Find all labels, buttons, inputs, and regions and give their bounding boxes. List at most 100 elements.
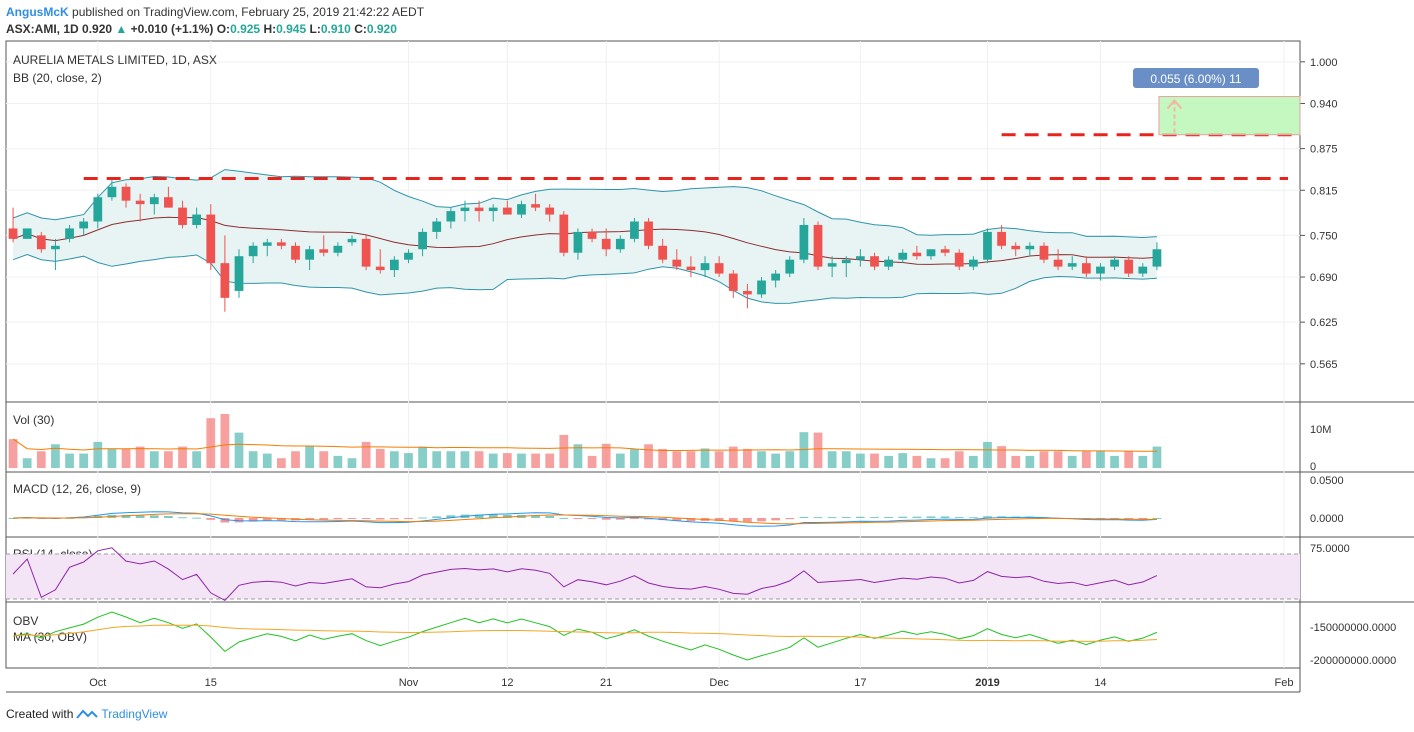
- macd-histogram-bar: [587, 518, 597, 519]
- volume-bar: [1096, 450, 1105, 468]
- candle-body: [1110, 259, 1119, 267]
- candle: [291, 242, 300, 264]
- low-value: 0.910: [320, 22, 351, 36]
- volume-bar: [728, 446, 738, 468]
- tradingview-brand[interactable]: TradingView: [101, 707, 168, 721]
- candle: [841, 256, 851, 278]
- candle-body: [22, 228, 32, 239]
- candle-body: [545, 207, 555, 215]
- candle: [79, 218, 89, 236]
- macd-histogram-bar: [178, 517, 187, 519]
- bollinger-basis-line: [12, 216, 1157, 265]
- candle: [1096, 263, 1105, 281]
- candle-body: [813, 224, 823, 267]
- tradingview-logo-icon: [76, 709, 99, 719]
- candle: [502, 200, 512, 215]
- candle: [418, 228, 427, 257]
- candle: [799, 218, 809, 264]
- candle-body: [389, 259, 399, 271]
- macd-histogram-bar: [545, 515, 555, 518]
- volume-bar: [1081, 451, 1091, 468]
- volume-bar: [658, 448, 668, 468]
- macd-histogram-bar: [418, 517, 427, 519]
- volume-bar: [799, 432, 809, 468]
- candle: [277, 238, 286, 250]
- macd-histogram-bar: [573, 518, 583, 519]
- rsi-band-fill: [6, 554, 1300, 599]
- obv-tick-label: -150000000.0000: [1310, 622, 1396, 634]
- macd-tick-label: 0.0500: [1310, 475, 1344, 487]
- macd-histogram-bar: [488, 514, 498, 518]
- volume-bar: [135, 446, 145, 468]
- candle-body: [658, 245, 668, 260]
- candle-body: [615, 238, 625, 250]
- candle: [559, 211, 569, 257]
- obv-tick-label: -200000000.0000: [1310, 655, 1396, 667]
- candle: [870, 252, 879, 271]
- volume-bar: [149, 451, 159, 468]
- candle-body: [291, 245, 300, 260]
- volume-bar: [502, 453, 512, 468]
- volume-bar: [813, 432, 823, 468]
- candle-body: [1025, 245, 1035, 250]
- candle: [813, 221, 823, 271]
- macd-histogram-bar: [672, 518, 682, 521]
- x-tick-label: 14: [1094, 677, 1106, 689]
- macd-histogram-bar: [898, 516, 908, 518]
- price-tick-label: 0.875: [1310, 144, 1338, 156]
- volume-bar: [305, 446, 314, 468]
- volume-bar: [79, 453, 89, 468]
- macd-histogram-bar: [870, 517, 879, 519]
- candle: [644, 218, 653, 250]
- volume-bar: [262, 453, 272, 468]
- close-label: C:: [354, 22, 367, 36]
- candle: [601, 228, 611, 257]
- volume-bar: [926, 458, 936, 468]
- volume-bar: [277, 458, 286, 468]
- candle-body: [121, 186, 131, 201]
- macd-histogram-bar: [192, 517, 202, 519]
- volume-bar: [587, 455, 597, 468]
- macd-histogram-bar: [121, 514, 131, 518]
- candle-body: [1081, 263, 1091, 274]
- candle-body: [968, 259, 978, 267]
- candle: [432, 218, 442, 239]
- volume-bar: [234, 432, 244, 468]
- volume-bar: [474, 451, 484, 468]
- volume-bar: [460, 451, 470, 468]
- macd-signal-line: [13, 513, 1157, 525]
- candle-body: [926, 249, 936, 257]
- candle: [65, 224, 74, 243]
- candle-body: [531, 204, 540, 208]
- candle: [488, 204, 498, 222]
- candle-body: [347, 238, 357, 243]
- volume-bar: [432, 451, 442, 468]
- bollinger-band-fill: [13, 169, 1157, 304]
- candle-body: [559, 214, 569, 253]
- volume-bar: [954, 451, 964, 468]
- candle: [771, 270, 781, 288]
- volume-bar: [672, 451, 682, 468]
- author-link[interactable]: AngusMcK: [6, 5, 69, 19]
- macd-histogram-bar: [404, 518, 413, 519]
- candle: [93, 193, 103, 229]
- volume-bar: [1011, 455, 1021, 468]
- candle-body: [432, 221, 442, 232]
- publish-text: published on TradingView.com, February 2…: [72, 5, 425, 19]
- volume-bar: [1025, 455, 1035, 468]
- high-label: H:: [263, 22, 277, 36]
- volume-bar: [983, 441, 992, 468]
- candle: [121, 183, 131, 208]
- volume-bar: [1110, 455, 1119, 468]
- measure-label-text: 0.055 (6.00%) 11: [1150, 72, 1241, 86]
- candle: [700, 256, 710, 278]
- volume-bar: [912, 455, 922, 468]
- candle-body: [672, 259, 682, 267]
- candle: [757, 277, 766, 298]
- candle: [728, 270, 738, 298]
- volume-bar: [164, 451, 173, 468]
- macd-histogram-bar: [841, 516, 851, 518]
- candle-body: [1053, 259, 1063, 267]
- volume-bar: [192, 451, 202, 468]
